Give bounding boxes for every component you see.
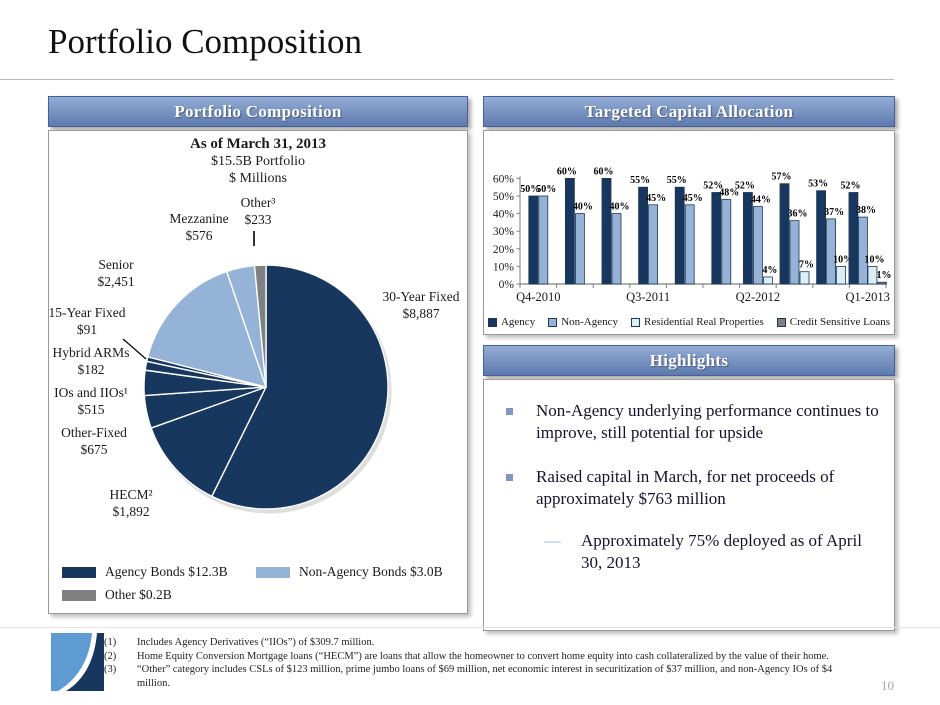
svg-text:52%: 52%: [703, 180, 723, 191]
highlight-bullet-2: Raised capital in March, for net proceed…: [504, 466, 880, 510]
svg-text:40%: 40%: [493, 209, 515, 221]
svg-text:37%: 37%: [824, 207, 844, 218]
highlights-panel: Highlights Non-Agency underlying perform…: [483, 345, 895, 631]
bullet-marker: [506, 474, 513, 481]
footnote-1: (1) Includes Agency Derivatives (“IIOs”)…: [104, 637, 375, 648]
svg-text:45%: 45%: [646, 193, 666, 204]
footnote-3: (3) “Other” category includes CSLs of $1…: [104, 664, 833, 689]
svg-text:7%: 7%: [799, 260, 814, 271]
residential-real-properties-swatch: [631, 317, 641, 327]
non-agency-bonds-swatch: [256, 566, 290, 578]
pie-label-mezzanine: Mezzanine $576: [169, 211, 229, 243]
svg-text:45%: 45%: [683, 193, 703, 204]
svg-text:55%: 55%: [667, 175, 687, 186]
targeted-capital-allocation-panel: Targeted Capital Allocation 0% 10% 20% 30% 4…: [483, 96, 895, 335]
pie-label-senior: Senior $2,451: [97, 257, 135, 289]
svg-text:0%: 0%: [499, 279, 515, 291]
legend-item-residential-real-properties: Residential Real Properties: [631, 316, 764, 328]
svg-text:30%: 30%: [493, 226, 515, 238]
portfolio-composition-body: As of March 31, 2013 $15.5B Portfolio $ …: [48, 130, 468, 614]
svg-text:10%: 10%: [864, 254, 884, 265]
svg-text:48%: 48%: [719, 188, 739, 199]
pie-label-hecm: HECM² $1,892: [109, 487, 153, 519]
pie-label-hybrid-arms: Hybrid ARMs $182: [52, 345, 130, 377]
title-divider: [0, 79, 894, 80]
portfolio-composition-header: Portfolio Composition: [48, 96, 468, 127]
legend-item-non-agency: Non-Agency: [548, 316, 618, 328]
non-agency-swatch: [548, 317, 558, 327]
portfolio-pie-chart: [122, 231, 392, 514]
svg-text:Q4-2010: Q4-2010: [516, 290, 560, 304]
legend-item-non-agency-bonds: Non-Agency Bonds $3.0B: [256, 564, 443, 580]
units-label: $ Millions: [229, 171, 287, 186]
as-of-block: As of March 31, 2013 $15.5B Portfolio $ …: [49, 131, 467, 187]
svg-text:Q3-2011: Q3-2011: [626, 290, 670, 304]
svg-text:20%: 20%: [493, 244, 515, 256]
svg-text:52%: 52%: [735, 180, 755, 191]
svg-text:50%: 50%: [520, 184, 540, 195]
svg-text:38%: 38%: [856, 205, 876, 216]
company-logo: [50, 632, 105, 692]
pie-label-other: Other³ $233: [240, 195, 276, 227]
bullet-marker: [506, 408, 513, 415]
dash-marker: —: [544, 531, 561, 550]
as-of-date: As of March 31, 2013: [190, 136, 326, 152]
svg-text:10%: 10%: [493, 261, 515, 273]
legend-item-credit-sensitive-loans: Credit Sensitive Loans: [776, 316, 890, 328]
highlight-bullet-1: Non-Agency underlying performance contin…: [504, 400, 880, 444]
highlight-sub-bullet: — Approximately 75% deployed as of April…: [544, 531, 862, 572]
other-swatch: [62, 589, 96, 601]
svg-text:Q1-2013: Q1-2013: [845, 290, 889, 304]
page-title: Portfolio Composition: [48, 22, 363, 61]
highlights-body: Non-Agency underlying performance contin…: [483, 379, 895, 631]
pie-legend: Agency Bonds $12.3B Non-Agency Bonds $3.…: [62, 557, 457, 603]
page-number: 10: [881, 678, 894, 693]
pie-label-30-year-fixed: 30-Year Fixed $8,887: [382, 289, 460, 321]
targeted-capital-allocation-body: 0% 10% 20% 30% 40% 50% 60% 50% 50% 60% 40% 60% 40% 55…: [483, 130, 895, 335]
svg-text:40%: 40%: [573, 202, 593, 213]
svg-text:55%: 55%: [630, 175, 650, 186]
pie-label-15-year-fixed: 15-Year Fixed $91: [48, 305, 126, 337]
agency-bonds-swatch: [62, 566, 96, 578]
svg-text:60%: 60%: [557, 166, 577, 177]
portfolio-size: $15.5B Portfolio: [210, 154, 306, 169]
footnotes: (1) Includes Agency Derivatives (“IIOs”)…: [104, 636, 852, 690]
svg-text:52%: 52%: [840, 180, 860, 191]
capital-allocation-bar-chart: 0%10%20%30%40%50%60%50%50%60%40%60%40%55…: [493, 166, 892, 304]
legend-item-agency-bonds: Agency Bonds $12.3B: [62, 564, 256, 580]
pie-label-other-fixed: Other-Fixed $675: [61, 425, 127, 457]
pie-label-ios-iios: IOs and IIOs¹ $515: [54, 385, 128, 417]
svg-text:60%: 60%: [493, 173, 515, 185]
agency-swatch: [487, 317, 497, 327]
svg-text:57%: 57%: [772, 172, 792, 183]
svg-text:40%: 40%: [610, 202, 630, 213]
svg-text:1%: 1%: [876, 270, 891, 281]
svg-text:60%: 60%: [594, 166, 614, 177]
svg-text:4%: 4%: [762, 265, 777, 276]
footer-divider: [0, 627, 940, 628]
svg-text:10%: 10%: [833, 254, 853, 265]
bar-chart-legend: Agency Non-Agency Residential Real Prope…: [484, 316, 894, 328]
svg-text:50%: 50%: [493, 191, 515, 203]
portfolio-composition-panel: Portfolio Composition As of March 31, 20…: [48, 96, 468, 614]
credit-sensitive-loans-swatch: [776, 317, 786, 327]
svg-text:50%: 50%: [536, 184, 556, 195]
svg-text:53%: 53%: [808, 179, 828, 190]
svg-text:Q2-2012: Q2-2012: [736, 290, 780, 304]
svg-text:44%: 44%: [751, 195, 771, 206]
svg-text:36%: 36%: [788, 209, 808, 220]
footnote-2: (2) Home Equity Conversion Mortgage loan…: [104, 650, 829, 662]
targeted-capital-allocation-header: Targeted Capital Allocation: [483, 96, 895, 127]
legend-item-other: Other $0.2B: [62, 587, 256, 603]
legend-item-agency: Agency: [487, 316, 535, 328]
highlights-header: Highlights: [483, 345, 895, 376]
